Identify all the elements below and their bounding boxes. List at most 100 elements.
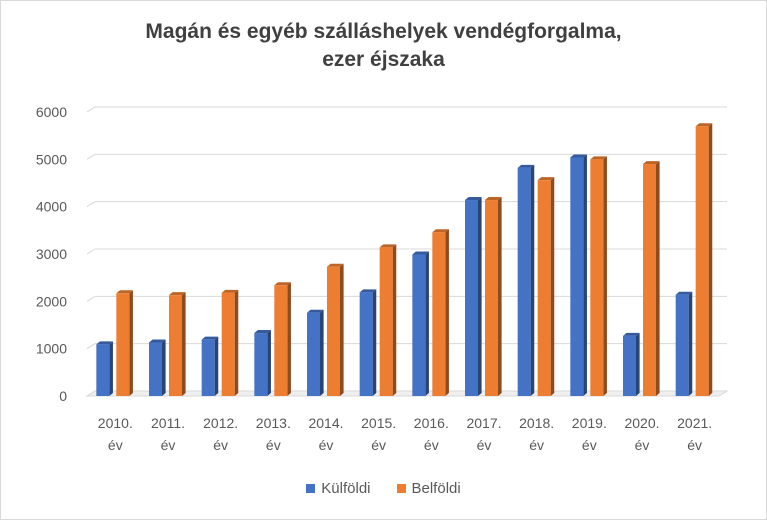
bar-side (550, 177, 555, 396)
bar-top (485, 197, 502, 201)
x-tick-label-year: 2017. (466, 415, 501, 431)
bar-top (307, 309, 324, 313)
x-tick-label-year: 2013. (256, 415, 291, 431)
y-tick-label: 0 (59, 388, 67, 404)
legend-item-belfoldi: Belföldi (396, 480, 461, 497)
bar-belföldi-2014 (327, 266, 340, 396)
bar-top (116, 290, 133, 294)
bar-belföldi-2019 (590, 159, 604, 396)
bar-belföldi-2013 (274, 285, 288, 396)
bar-belföldi-2010 (116, 293, 130, 396)
bar-top (379, 244, 397, 248)
gridline (86, 343, 727, 350)
bar-top (254, 330, 271, 334)
bar-top (201, 336, 219, 340)
bar-külföldi-2021 (675, 294, 689, 396)
x-tick-label-year: 2021. (677, 415, 712, 431)
bar-belföldi-2012 (221, 292, 235, 396)
bar-top (517, 164, 535, 168)
bar-side (214, 336, 219, 396)
bar-belföldi-2018 (537, 180, 551, 396)
bar-külföldi-2012 (201, 339, 215, 396)
x-tick-label-unit: év (529, 437, 544, 453)
bar-top (570, 154, 587, 158)
bar-side (182, 292, 186, 396)
legend: Külföldi Belföldi (0, 480, 767, 497)
gridline (86, 106, 727, 113)
x-tick-label-unit: év (424, 437, 439, 453)
bar-belföldi-2021 (695, 126, 709, 396)
bar-side (583, 154, 587, 396)
bar-side (392, 244, 397, 396)
bar-külföldi-2013 (254, 333, 268, 396)
bar-külföldi-2016 (412, 254, 426, 396)
bar-top (149, 339, 166, 343)
bar-belföldi-2020 (643, 164, 656, 396)
bar-top (590, 156, 607, 160)
bar-belföldi-2011 (169, 295, 182, 396)
x-tick-label-year: 2014. (308, 415, 343, 431)
bar-külföldi-2019 (570, 157, 584, 396)
y-tick-label: 4000 (36, 199, 67, 215)
bar-külföldi-2014 (307, 312, 320, 396)
x-tick-label-year: 2016. (414, 415, 449, 431)
bar-side (234, 289, 239, 396)
bar-belföldi-2016 (432, 232, 446, 396)
bar-side (688, 291, 693, 396)
bar-side (287, 282, 291, 396)
x-tick-label-unit: év (213, 437, 228, 453)
bar-top (537, 177, 555, 181)
x-tick-label-unit: év (371, 437, 386, 453)
bar-side (478, 197, 482, 396)
bar-külföldi-2011 (149, 342, 162, 396)
bar-side (162, 339, 166, 396)
bar-side (708, 123, 713, 396)
bar-top (465, 197, 482, 201)
legend-swatch-belfoldi (396, 484, 406, 493)
x-tick-label-year: 2020. (624, 415, 659, 431)
bar-külföldi-2010 (96, 344, 110, 396)
bar-top (96, 341, 113, 345)
y-tick-label: 3000 (36, 246, 67, 262)
bar-belföldi-2017 (485, 200, 498, 396)
bar-top (221, 289, 239, 293)
x-tick-label-year: 2018. (519, 415, 554, 431)
x-tick-label-unit: év (108, 437, 123, 453)
x-tick-label-year: 2012. (203, 415, 238, 431)
bar-külföldi-2015 (359, 292, 373, 396)
bar-top (327, 263, 344, 267)
y-tick-label: 6000 (36, 104, 67, 120)
gridline (86, 153, 727, 160)
x-tick-label-year: 2019. (572, 415, 607, 431)
bar-side (656, 161, 660, 396)
legend-item-kulfoldi: Külföldi (306, 480, 371, 497)
bar-top (675, 291, 693, 295)
bar-top (623, 332, 640, 336)
bar-side (109, 341, 113, 396)
bar-side (445, 229, 449, 396)
chart-title-line-2: ezer éjszaka (322, 48, 445, 71)
gridline (86, 295, 727, 302)
bar-side (129, 290, 133, 396)
bar-belföldi-2015 (379, 247, 393, 396)
y-tick-label: 2000 (36, 293, 67, 309)
x-tick-label-unit: év (687, 437, 702, 453)
bar-külföldi-2017 (465, 200, 478, 396)
gridline (86, 390, 727, 397)
legend-swatch-kulfoldi (306, 484, 316, 493)
bar-side (425, 251, 429, 396)
bar-side (603, 156, 607, 396)
bar-top (643, 161, 660, 165)
x-tick-label-unit: év (266, 437, 281, 453)
x-tick-label-unit: év (582, 437, 597, 453)
y-tick-label: 1000 (36, 341, 67, 357)
bar-side (498, 197, 502, 396)
bar-side (530, 164, 535, 396)
bar-side (372, 289, 377, 396)
bar-külföldi-2020 (623, 335, 636, 396)
x-tick-label-year: 2010. (98, 415, 133, 431)
bar-top (432, 229, 449, 233)
x-tick-label-unit: év (161, 437, 176, 453)
bar-top (412, 251, 429, 255)
bar-top (695, 123, 713, 127)
